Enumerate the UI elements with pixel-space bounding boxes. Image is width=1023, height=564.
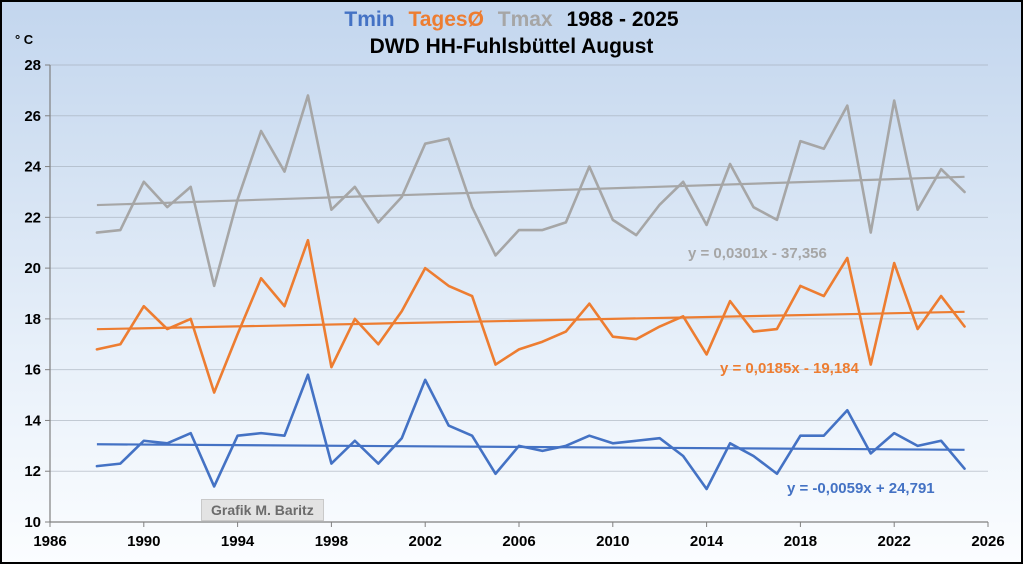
title-line-2: DWD HH-Fuhlsbüttel August — [369, 35, 654, 58]
y-tick-label: 12 — [24, 463, 41, 480]
x-tick-label: 2002 — [409, 533, 442, 550]
series-line-tmin — [95, 373, 966, 491]
x-tick-label: 2026 — [971, 533, 1004, 550]
trendline-tagesø — [96, 310, 965, 331]
x-tick-label: 1986 — [33, 533, 66, 550]
y-tick-label: 22 — [24, 209, 41, 226]
x-tick-label: 1990 — [127, 533, 160, 550]
trendline-equation-tmax: y = 0,0301x - 37,356 — [688, 245, 827, 262]
series-line-tagesø — [95, 238, 966, 394]
y-tick-label: 26 — [24, 108, 41, 125]
trendline-tmin — [96, 443, 965, 451]
y-tick-label: 18 — [24, 311, 41, 328]
legend-label-tagesavg: TagesØ — [408, 8, 484, 31]
x-tick-label: 2014 — [690, 533, 724, 550]
y-tick-label: 16 — [24, 362, 41, 379]
trendline-equation-tagesavg: y = 0,0185x - 19,184 — [720, 360, 859, 377]
legend-label-tmin: Tmin — [344, 8, 395, 31]
credit-badge: Grafik M. Baritz — [201, 499, 324, 521]
x-tick-label: 2018 — [784, 533, 817, 550]
x-tick-label: 2006 — [502, 533, 535, 550]
x-tick-label: 1998 — [315, 533, 348, 550]
y-tick-label: 20 — [24, 260, 41, 277]
trendline-equation-tmin: y = -0,0059x + 24,791 — [787, 480, 935, 497]
y-tick-label: 28 — [24, 57, 41, 74]
series-line-tmax — [95, 94, 966, 288]
title-line-1: Tmin TagesØ Tmax 1988 - 2025 — [2, 6, 1021, 33]
x-tick-label: 1994 — [221, 533, 255, 550]
y-tick-label: 14 — [24, 412, 41, 429]
y-axis-unit-label: ° C — [15, 32, 34, 47]
x-tick-label: 2010 — [596, 533, 629, 550]
title-period: 1988 - 2025 — [566, 8, 679, 31]
x-tick-label: 2022 — [878, 533, 911, 550]
chart-title: Tmin TagesØ Tmax 1988 - 2025 DWD HH-Fuhl… — [2, 6, 1021, 60]
legend-label-tmax: Tmax — [497, 8, 553, 31]
y-tick-label: 24 — [24, 159, 41, 176]
trendline-tmax — [96, 175, 965, 207]
y-tick-label: 10 — [24, 514, 41, 531]
